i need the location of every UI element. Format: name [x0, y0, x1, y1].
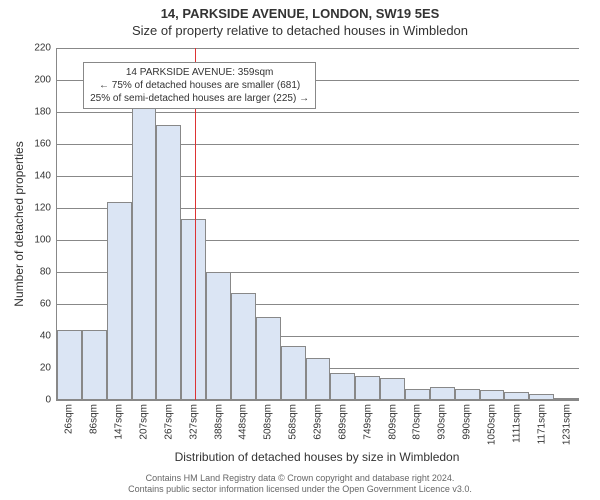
histogram-bar: [281, 346, 306, 400]
x-tick-label: 990sqm: [462, 404, 473, 440]
y-tick-label: 220: [34, 43, 51, 54]
y-tick-label: 120: [34, 203, 51, 214]
histogram-bar: [455, 389, 480, 400]
histogram-bar: [231, 293, 256, 400]
x-tick-label: 1231sqm: [561, 404, 572, 445]
plot-area: 02040608010012014016018020022026sqm86sqm…: [56, 48, 579, 401]
histogram-bar: [355, 376, 380, 400]
y-tick-label: 160: [34, 139, 51, 150]
x-axis-label: Distribution of detached houses by size …: [56, 450, 578, 464]
y-tick-label: 140: [34, 171, 51, 182]
histogram-bar: [306, 358, 331, 400]
annotation-box: 14 PARKSIDE AVENUE: 359sqm← 75% of detac…: [83, 62, 316, 109]
x-tick-label: 26sqm: [64, 404, 75, 434]
y-axis-label: Number of detached properties: [12, 48, 26, 400]
x-tick-label: 388sqm: [213, 404, 224, 440]
y-tick-label: 60: [40, 299, 51, 310]
y-tick-label: 80: [40, 267, 51, 278]
y-tick-label: 20: [40, 363, 51, 374]
gridline: [57, 400, 579, 401]
chart-container: 14, PARKSIDE AVENUE, LONDON, SW19 5ES Si…: [0, 0, 600, 500]
x-tick-label: 1171sqm: [536, 404, 547, 444]
x-tick-label: 207sqm: [139, 404, 150, 440]
x-tick-label: 568sqm: [288, 404, 299, 440]
x-tick-label: 508sqm: [263, 404, 274, 440]
histogram-bar: [480, 390, 505, 400]
histogram-bar: [132, 107, 157, 400]
histogram-bar: [430, 387, 455, 400]
histogram-bar: [554, 398, 579, 400]
x-tick-label: 809sqm: [387, 404, 398, 440]
x-tick-label: 86sqm: [89, 404, 100, 434]
histogram-bar: [330, 373, 355, 400]
gridline: [57, 48, 579, 49]
histogram-bar: [504, 392, 529, 400]
histogram-bar: [107, 202, 132, 400]
x-tick-label: 1050sqm: [487, 404, 498, 445]
y-tick-label: 180: [34, 107, 51, 118]
footer-line1: Contains HM Land Registry data © Crown c…: [0, 473, 600, 485]
x-tick-label: 267sqm: [163, 404, 174, 440]
x-tick-label: 930sqm: [437, 404, 448, 440]
x-tick-label: 629sqm: [313, 404, 324, 440]
histogram-bar: [529, 394, 554, 400]
y-tick-label: 100: [34, 235, 51, 246]
y-tick-label: 40: [40, 331, 51, 342]
title-block: 14, PARKSIDE AVENUE, LONDON, SW19 5ES Si…: [0, 6, 600, 38]
histogram-bar: [405, 389, 430, 400]
title-line2: Size of property relative to detached ho…: [0, 23, 600, 38]
x-tick-label: 1111sqm: [511, 404, 522, 443]
annotation-line: 14 PARKSIDE AVENUE: 359sqm: [90, 66, 309, 79]
footer-line2: Contains public sector information licen…: [0, 484, 600, 496]
x-tick-label: 327sqm: [188, 404, 199, 440]
x-tick-label: 689sqm: [337, 404, 348, 440]
histogram-bar: [156, 125, 181, 400]
footer: Contains HM Land Registry data © Crown c…: [0, 473, 600, 496]
histogram-bar: [82, 330, 107, 400]
x-tick-label: 749sqm: [362, 404, 373, 440]
annotation-line: 25% of semi-detached houses are larger (…: [90, 92, 309, 105]
histogram-bar: [181, 219, 206, 400]
annotation-line: ← 75% of detached houses are smaller (68…: [90, 79, 309, 92]
histogram-bar: [256, 317, 281, 400]
x-tick-label: 448sqm: [238, 404, 249, 440]
histogram-bar: [57, 330, 82, 400]
x-tick-label: 147sqm: [114, 404, 125, 440]
histogram-bar: [380, 378, 405, 400]
x-tick-label: 870sqm: [412, 404, 423, 440]
y-tick-label: 200: [34, 75, 51, 86]
histogram-bar: [206, 272, 231, 400]
title-line1: 14, PARKSIDE AVENUE, LONDON, SW19 5ES: [0, 6, 600, 21]
y-tick-label: 0: [45, 395, 51, 406]
